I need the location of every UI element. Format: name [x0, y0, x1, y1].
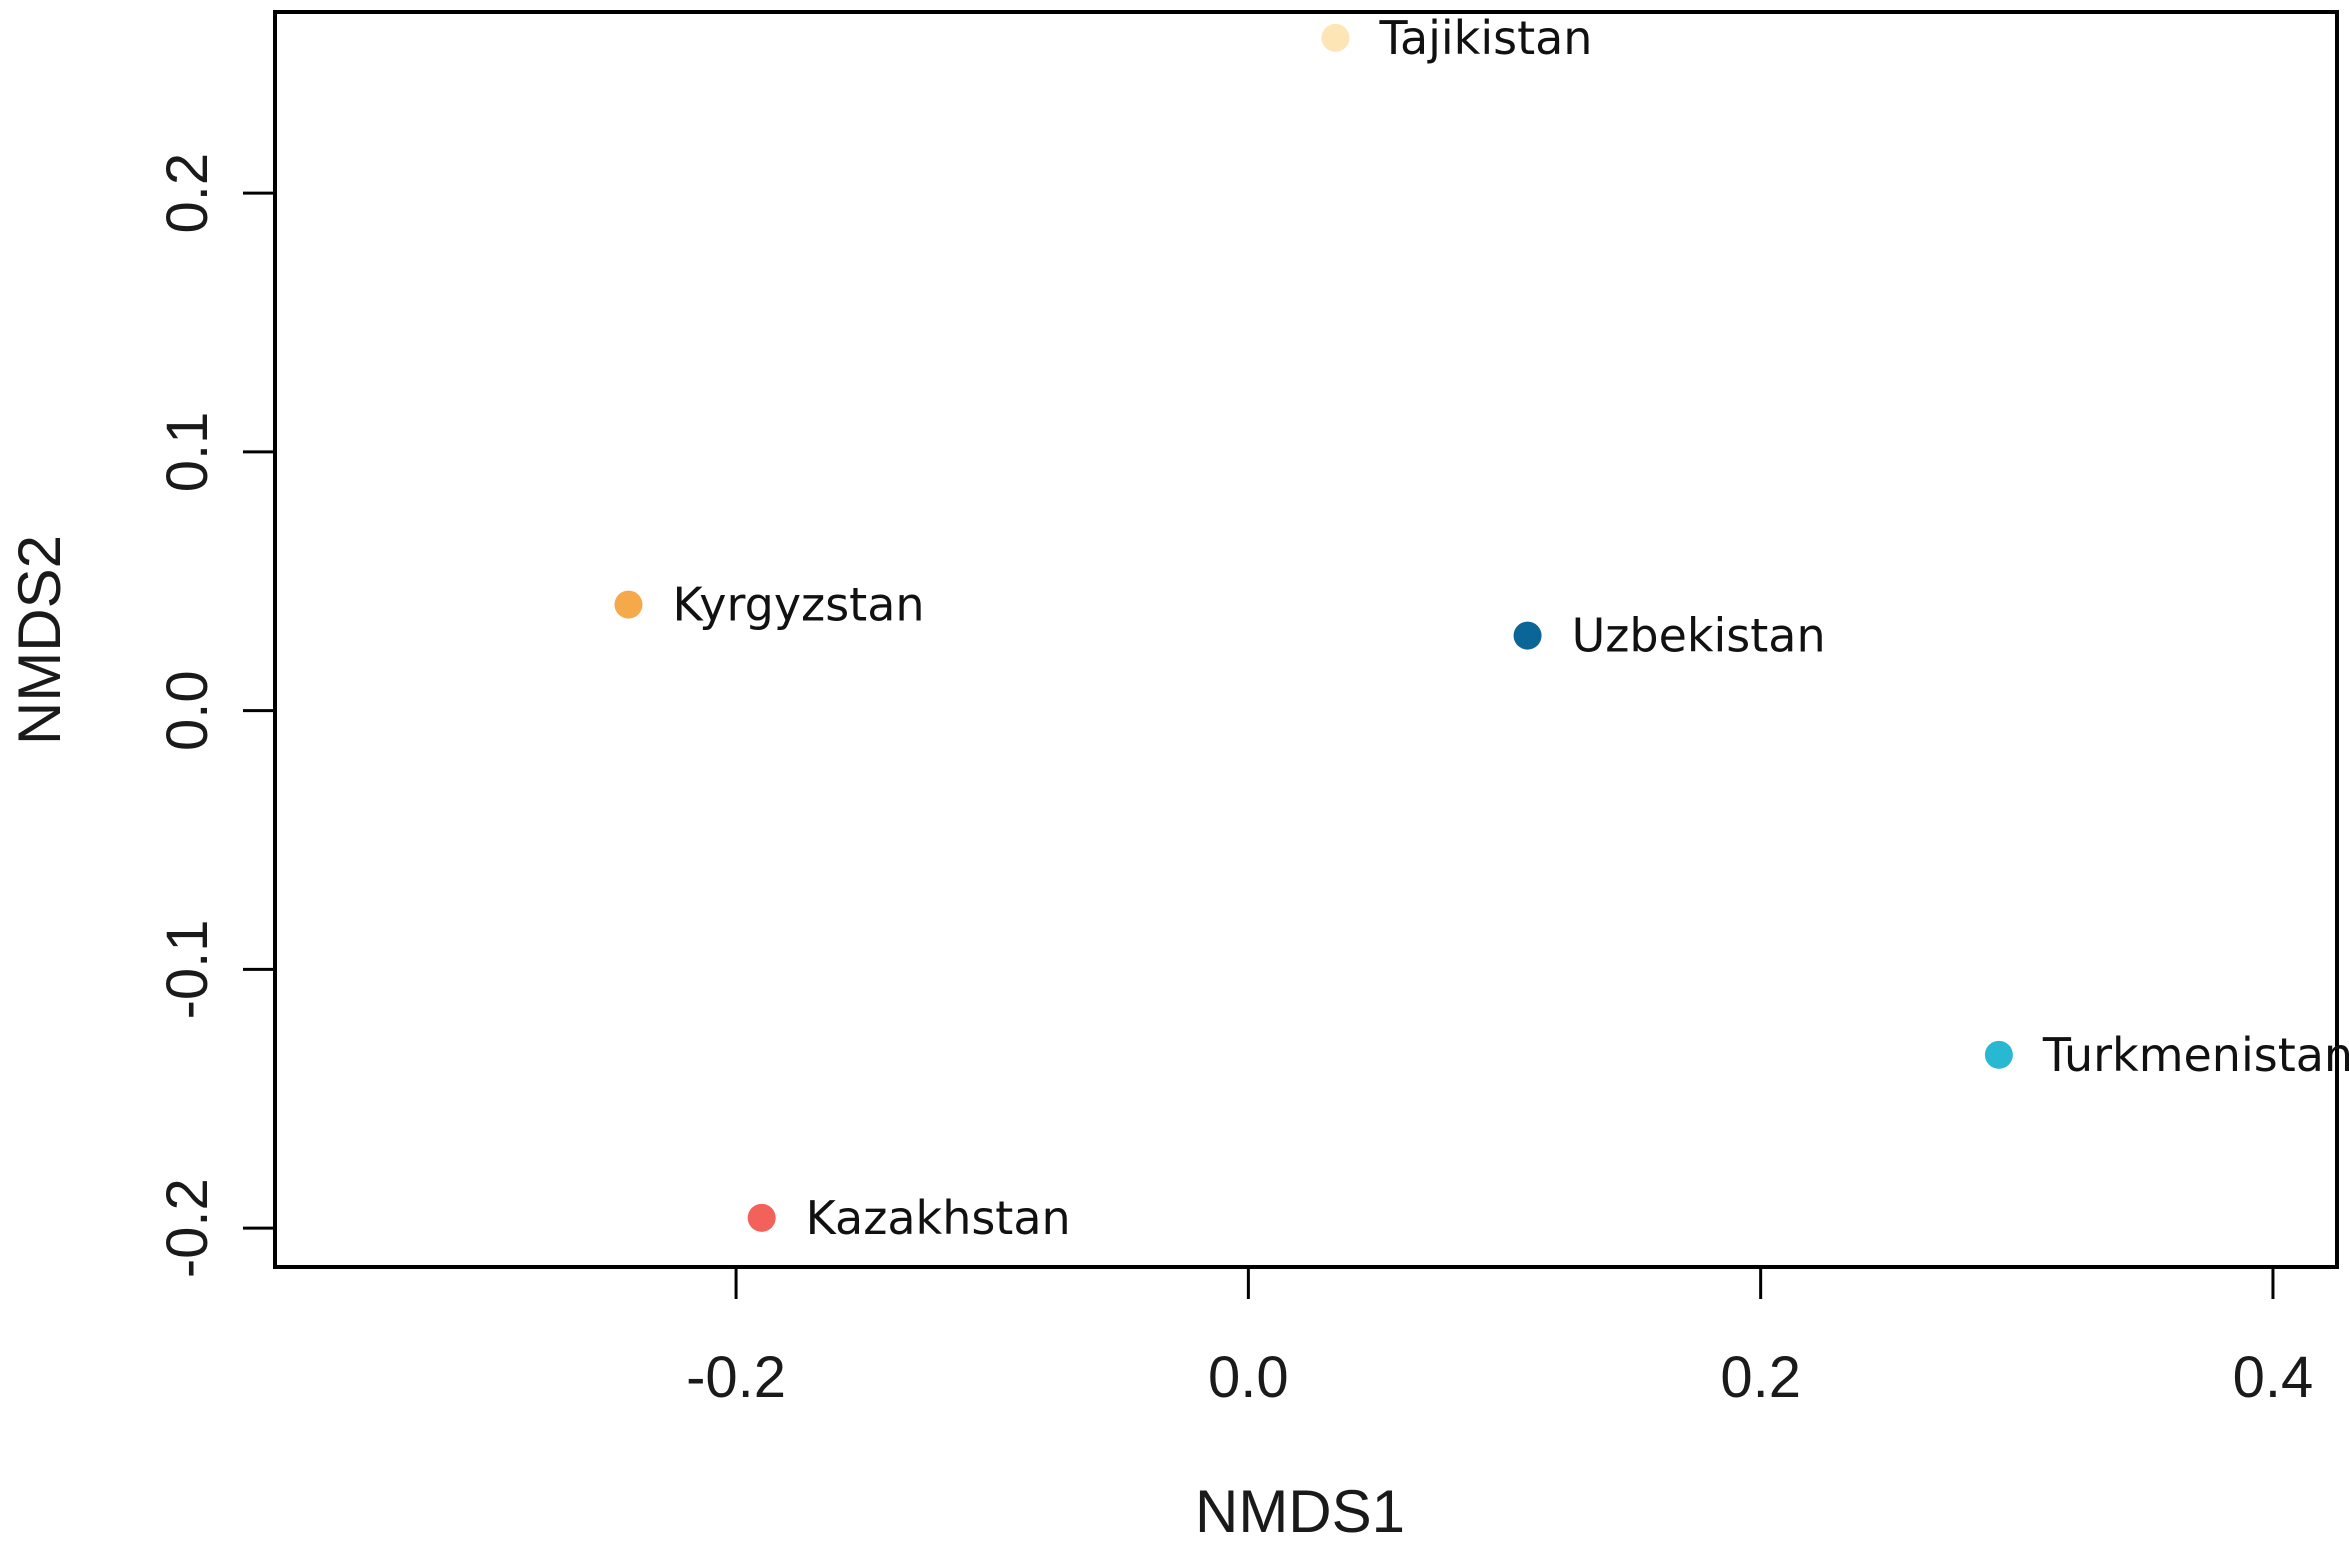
point-kazakhstan — [747, 1203, 776, 1232]
point-label-kyrgyzstan: Kyrgyzstan — [672, 578, 924, 632]
x-axis: -0.2 0.0 0.2 0.4 — [686, 1267, 2313, 1410]
x-tick-label-2: 0.2 — [1720, 1345, 1801, 1410]
point-uzbekistan — [1513, 621, 1542, 650]
x-tick-label-3: 0.4 — [2233, 1345, 2314, 1410]
y-axis: -0.2 -0.1 0.0 0.1 0.2 — [155, 153, 275, 1278]
point-label-kazakhstan: Kazakhstan — [806, 1191, 1071, 1245]
y-tick-label-0: -0.2 — [155, 1178, 220, 1278]
x-axis-title: NMDS1 — [1195, 1478, 1405, 1545]
point-label-turkmenistan: Turkmenistan — [2042, 1028, 2349, 1082]
point-kyrgyzstan — [614, 590, 643, 619]
data-points: Tajikistan Kyrgyzstan Uzbekistan Turkmenist… — [614, 11, 2349, 1245]
y-tick-label-4: 0.2 — [155, 153, 220, 234]
x-tick-label-0: -0.2 — [686, 1345, 786, 1410]
x-tick-label-1: 0.0 — [1208, 1345, 1289, 1410]
y-tick-label-2: 0.0 — [155, 670, 220, 751]
point-tajikistan — [1321, 23, 1350, 52]
y-tick-label-1: -0.1 — [155, 919, 220, 1019]
point-label-uzbekistan: Uzbekistan — [1572, 609, 1826, 663]
point-turkmenistan — [1984, 1040, 2013, 1069]
y-axis-title: NMDS2 — [6, 535, 73, 745]
plot-frame — [273, 10, 2339, 1269]
point-label-tajikistan: Tajikistan — [1378, 11, 1592, 65]
y-tick-label-3: 0.1 — [155, 412, 220, 493]
